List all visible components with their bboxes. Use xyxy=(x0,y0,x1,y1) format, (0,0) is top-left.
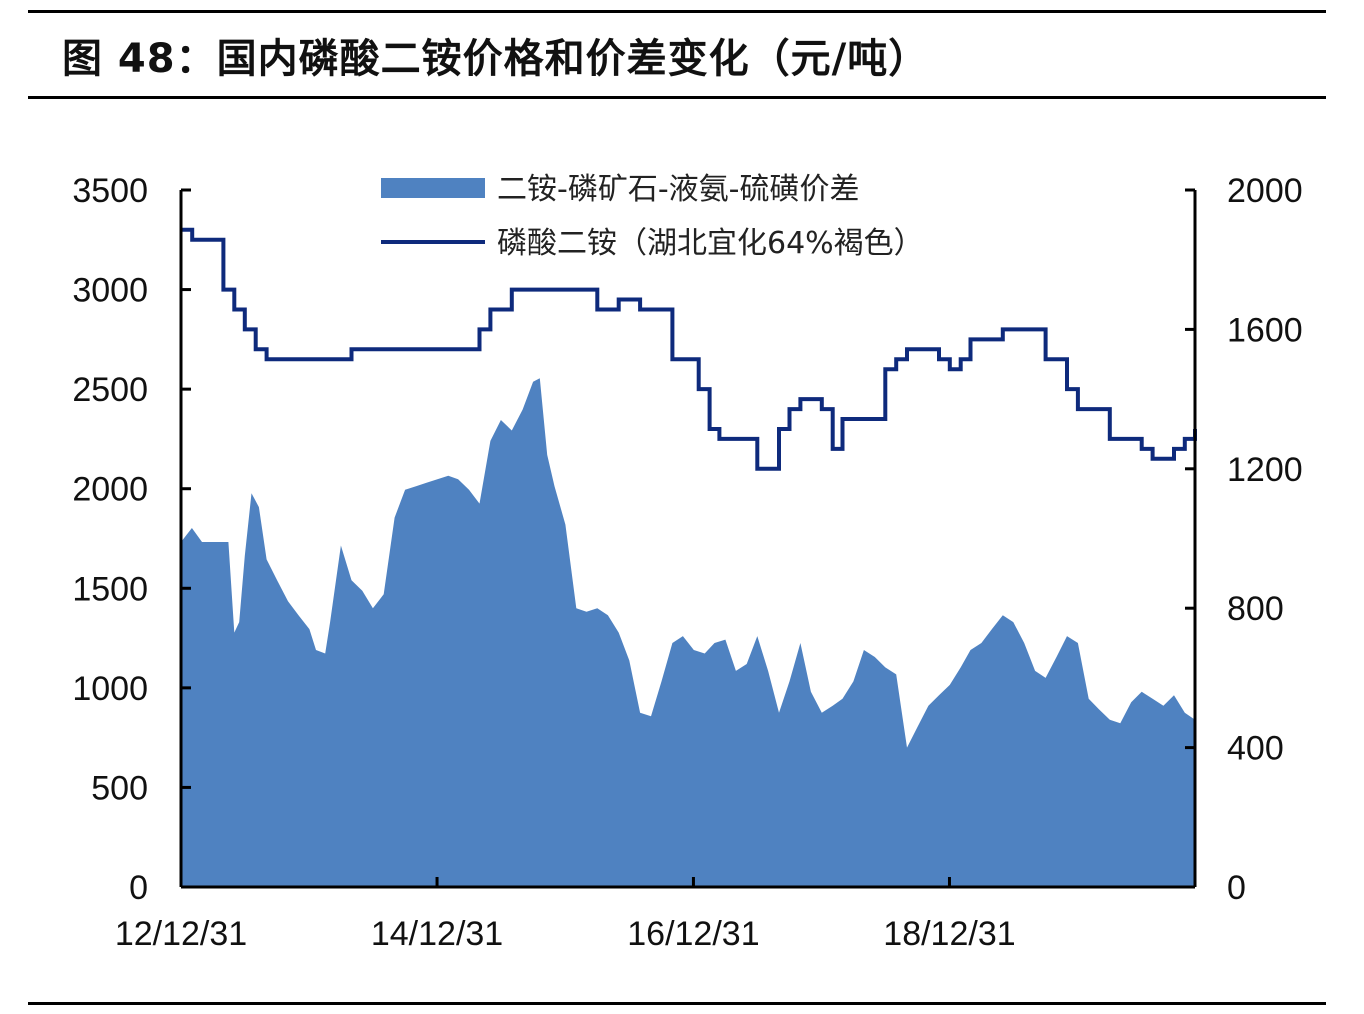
axes: 0 500 1000 1500 2000 2500 3000 3500 0 400 800 1200 1… xyxy=(72,172,1302,953)
price-line xyxy=(181,227,1197,471)
y-left-tick-label: 500 xyxy=(91,769,148,807)
y-left-tick-label: 2000 xyxy=(72,471,148,509)
y-left-tick-label: 3000 xyxy=(72,272,148,310)
x-tick-label: 12/12/31 xyxy=(115,915,247,953)
x-tick-label: 18/12/31 xyxy=(883,915,1015,953)
y-right-tick-label: 400 xyxy=(1227,730,1284,768)
x-tick-label: 16/12/31 xyxy=(627,915,759,953)
bottom-rule xyxy=(28,1002,1326,1005)
legend-swatch-spread xyxy=(381,178,485,198)
y-left-tick-label: 0 xyxy=(129,869,148,907)
y-right-tick-label: 1600 xyxy=(1227,311,1303,349)
y-right-tick-label: 0 xyxy=(1227,869,1246,907)
y-left-tick-label: 1000 xyxy=(72,670,148,708)
legend-label-spread: 二铵-磷矿石-液氨-硫磺价差 xyxy=(497,172,859,207)
y-left-tick-label: 2500 xyxy=(72,371,148,409)
price-line-layer xyxy=(181,227,1197,471)
y-right-tick-label: 2000 xyxy=(1227,172,1303,210)
figure-title: 图 48：国内磷酸二铵价格和价差变化（元/吨） xyxy=(62,36,930,82)
y-left-tick-label: 3500 xyxy=(72,172,148,210)
legend-label-price: 磷酸二铵（湖北宜化64%褐色） xyxy=(497,226,924,261)
x-tick-label: 14/12/31 xyxy=(371,915,503,953)
spread-area xyxy=(181,378,1195,887)
y-right-tick-label: 1200 xyxy=(1227,451,1303,489)
spread-area-layer xyxy=(181,378,1195,887)
title-rule xyxy=(28,96,1326,99)
legend: 二铵-磷矿石-液氨-硫磺价差 磷酸二铵（湖北宜化64%褐色） xyxy=(381,172,924,261)
y-left-tick-label: 1500 xyxy=(72,570,148,608)
top-rule xyxy=(28,10,1326,13)
y-right-tick-label: 800 xyxy=(1227,590,1284,628)
